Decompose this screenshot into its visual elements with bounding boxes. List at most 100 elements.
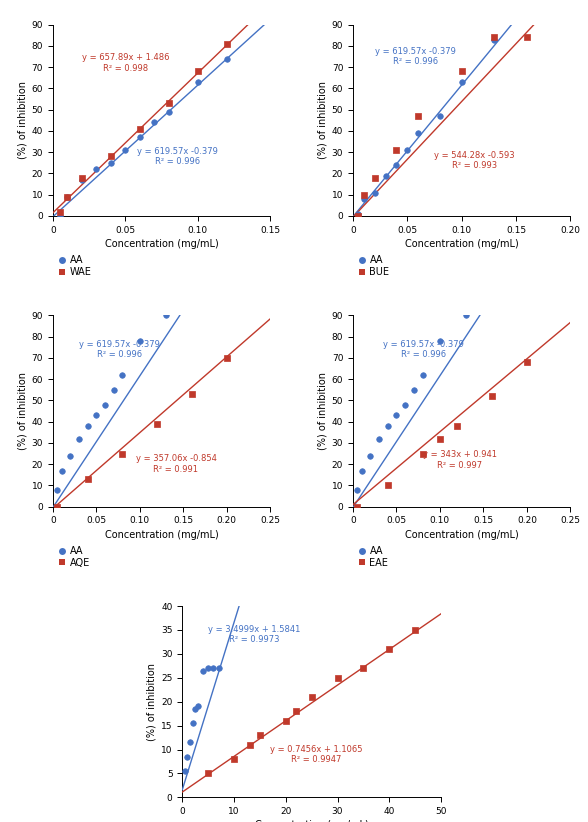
- Point: [83, 419, 92, 432]
- Point: [418, 368, 427, 381]
- Text: y = 3.4999x + 1.5841
R² = 0.9973: y = 3.4999x + 1.5841 R² = 0.9973: [208, 625, 300, 644]
- Point: [353, 207, 363, 220]
- Point: [193, 700, 202, 713]
- Point: [357, 464, 366, 477]
- Point: [370, 171, 379, 184]
- Point: [55, 206, 65, 219]
- Point: [135, 122, 145, 136]
- Text: y = 544.28x -0.593
R² = 0.993: y = 544.28x -0.593 R² = 0.993: [435, 151, 515, 170]
- Point: [359, 662, 368, 675]
- Point: [152, 418, 162, 431]
- Point: [392, 144, 401, 157]
- X-axis label: Concentration (mg/mL): Concentration (mg/mL): [405, 239, 519, 249]
- Point: [359, 192, 369, 206]
- Point: [180, 764, 189, 778]
- Point: [106, 150, 116, 163]
- Point: [353, 500, 362, 513]
- Text: y = 0.7456x + 1.1065
R² = 0.9947: y = 0.7456x + 1.1065 R² = 0.9947: [270, 745, 363, 764]
- Point: [462, 309, 471, 322]
- Point: [185, 736, 195, 749]
- Point: [66, 449, 75, 462]
- Point: [385, 643, 394, 656]
- Point: [118, 447, 127, 460]
- Point: [383, 419, 392, 432]
- Point: [353, 210, 363, 223]
- Point: [435, 109, 445, 122]
- Point: [150, 116, 159, 129]
- Point: [77, 173, 86, 187]
- Point: [188, 387, 197, 400]
- Point: [214, 662, 223, 675]
- Point: [410, 623, 420, 636]
- Point: [188, 717, 198, 730]
- Point: [292, 704, 301, 718]
- Text: y = 357.06x -0.854
R² = 0.991: y = 357.06x -0.854 R² = 0.991: [136, 455, 216, 473]
- Y-axis label: (%) of inhibition: (%) of inhibition: [318, 372, 328, 450]
- Text: y = 657.89x + 1.486
R² = 0.998: y = 657.89x + 1.486 R² = 0.998: [82, 53, 169, 72]
- Point: [193, 76, 202, 89]
- Point: [418, 447, 427, 460]
- Point: [359, 188, 369, 201]
- Point: [222, 37, 232, 50]
- Point: [522, 31, 532, 44]
- Point: [453, 419, 462, 432]
- Point: [52, 500, 62, 513]
- Point: [409, 383, 419, 396]
- Point: [57, 464, 66, 477]
- Point: [164, 105, 173, 118]
- Point: [353, 483, 362, 496]
- Point: [109, 383, 119, 396]
- Point: [222, 351, 232, 364]
- Point: [161, 309, 171, 322]
- Point: [457, 65, 466, 78]
- Text: y = 619.57x -0.379
R² = 0.996: y = 619.57x -0.379 R² = 0.996: [79, 339, 160, 359]
- Point: [392, 409, 401, 422]
- Point: [83, 473, 92, 486]
- Text: y = 343x + 0.941
R² = 0.997: y = 343x + 0.941 R² = 0.997: [423, 450, 496, 469]
- Point: [381, 169, 390, 182]
- Legend: AA, BUE: AA, BUE: [358, 255, 389, 277]
- X-axis label: Concentration (mg/mL): Concentration (mg/mL): [105, 529, 219, 539]
- Point: [55, 210, 65, 223]
- Point: [370, 186, 379, 199]
- Legend: AA, WAE: AA, WAE: [58, 255, 91, 277]
- Point: [457, 76, 466, 89]
- Point: [203, 662, 213, 675]
- Point: [490, 31, 499, 44]
- Point: [435, 335, 445, 348]
- Point: [135, 131, 145, 144]
- Point: [63, 190, 72, 203]
- X-axis label: Concentration (mg/mL): Concentration (mg/mL): [405, 529, 519, 539]
- X-axis label: Concentration (mg/mL): Concentration (mg/mL): [105, 239, 219, 249]
- Point: [203, 767, 213, 780]
- Point: [400, 398, 410, 411]
- Point: [403, 144, 412, 157]
- Point: [118, 368, 127, 381]
- Legend: AA, AQE: AA, AQE: [58, 546, 90, 568]
- Point: [490, 33, 499, 46]
- Point: [222, 52, 232, 65]
- Point: [487, 390, 497, 403]
- Point: [52, 483, 62, 496]
- Text: y = 619.57x -0.379
R² = 0.996: y = 619.57x -0.379 R² = 0.996: [137, 146, 218, 166]
- Point: [92, 409, 101, 422]
- Point: [191, 702, 200, 715]
- Text: y = 619.57x -0.379
R² = 0.996: y = 619.57x -0.379 R² = 0.996: [375, 47, 456, 67]
- Point: [255, 728, 265, 741]
- Point: [121, 144, 130, 157]
- Legend: AA, EAE: AA, EAE: [358, 546, 388, 568]
- X-axis label: Concentration (mg/mL): Concentration (mg/mL): [255, 820, 369, 822]
- Point: [366, 449, 375, 462]
- Point: [413, 127, 423, 140]
- Point: [333, 672, 342, 685]
- Point: [106, 156, 116, 169]
- Text: y = 619.57x -0.379
R² = 0.996: y = 619.57x -0.379 R² = 0.996: [383, 339, 465, 359]
- Point: [435, 432, 445, 446]
- Point: [522, 356, 532, 369]
- Point: [74, 432, 83, 446]
- Point: [135, 335, 145, 348]
- Point: [413, 109, 423, 122]
- Point: [193, 65, 202, 78]
- Point: [375, 432, 384, 446]
- Y-axis label: (%) of inhibition: (%) of inhibition: [147, 663, 157, 741]
